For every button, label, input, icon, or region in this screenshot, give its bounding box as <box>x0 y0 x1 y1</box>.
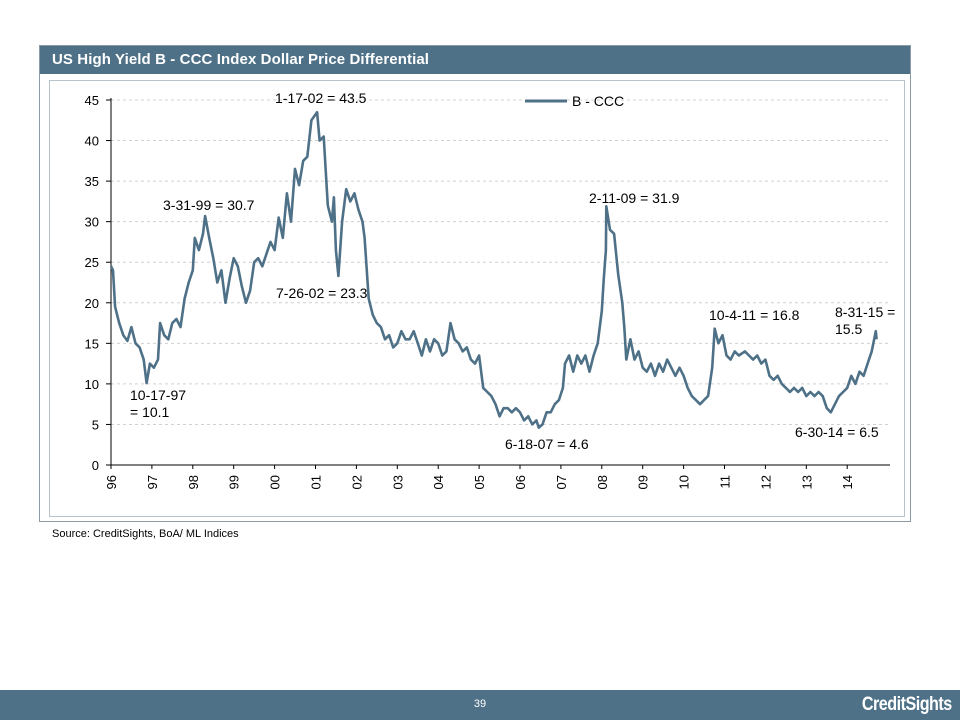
data-label-annotation: = 10.1 <box>130 404 170 420</box>
y-tick-label: 40 <box>85 134 99 149</box>
source-note: Source: CreditSights, BoA/ ML Indices <box>52 528 239 540</box>
y-tick-label: 45 <box>85 93 99 108</box>
data-label-annotation: 8-31-15 = <box>835 304 895 320</box>
y-tick-label: 0 <box>92 458 99 473</box>
data-label-annotation: 7-26-02 = 23.3 <box>276 285 368 301</box>
data-label-annotation: 15.5 <box>835 321 862 337</box>
x-tick-label: 02 <box>349 475 364 489</box>
x-tick-label: 08 <box>595 475 610 489</box>
x-tick-label: 00 <box>268 475 283 489</box>
page-number: 39 <box>473 698 487 710</box>
x-tick-label: 04 <box>431 475 446 489</box>
x-tick-label: 13 <box>799 475 814 489</box>
x-tick-label: 05 <box>472 475 487 489</box>
x-tick-label: 10 <box>677 475 692 489</box>
y-tick-label: 20 <box>85 296 99 311</box>
x-tick-label: 03 <box>390 475 405 489</box>
chart-frame: US High Yield B - CCC Index Dollar Price… <box>39 45 911 522</box>
data-label-annotation: 10-17-97 <box>130 387 186 403</box>
y-tick-label: 10 <box>85 377 99 392</box>
x-tick-label: 96 <box>104 475 119 489</box>
x-tick-label: 06 <box>513 475 528 489</box>
chart-title: US High Yield B - CCC Index Dollar Price… <box>40 46 910 74</box>
x-tick-label: 14 <box>840 475 855 489</box>
plot-frame <box>49 80 905 517</box>
data-label-annotation: 10-4-11 = 16.8 <box>709 307 800 323</box>
x-tick-label: 09 <box>636 475 651 489</box>
y-tick-label: 25 <box>85 255 99 270</box>
x-tick-label: 12 <box>758 475 773 489</box>
data-label-annotation: 1-17-02 = 43.5 <box>275 90 367 106</box>
y-tick-label: 35 <box>85 174 99 189</box>
x-tick-label: 99 <box>227 475 242 489</box>
x-tick-label: 07 <box>554 475 569 489</box>
x-tick-label: 97 <box>145 475 160 489</box>
data-label-annotation: 6-30-14 = 6.5 <box>795 424 879 440</box>
data-label-annotation: 6-18-07 = 4.6 <box>505 436 589 452</box>
data-label-annotation: 3-31-99 = 30.7 <box>163 197 255 213</box>
footer-bar: 39 CreditSights <box>0 690 960 720</box>
creditsights-logo: CreditSights <box>862 694 952 715</box>
data-label-annotation: 2-11-09 = 31.9 <box>589 190 680 206</box>
x-tick-label: 01 <box>309 475 324 489</box>
y-tick-label: 30 <box>85 215 99 230</box>
x-tick-label: 98 <box>186 475 201 489</box>
y-tick-label: 5 <box>92 417 99 432</box>
y-tick-label: 15 <box>85 336 99 351</box>
series-line-b-ccc <box>109 110 878 429</box>
legend-label: B - CCC <box>572 93 624 109</box>
x-tick-label: 11 <box>718 475 733 489</box>
